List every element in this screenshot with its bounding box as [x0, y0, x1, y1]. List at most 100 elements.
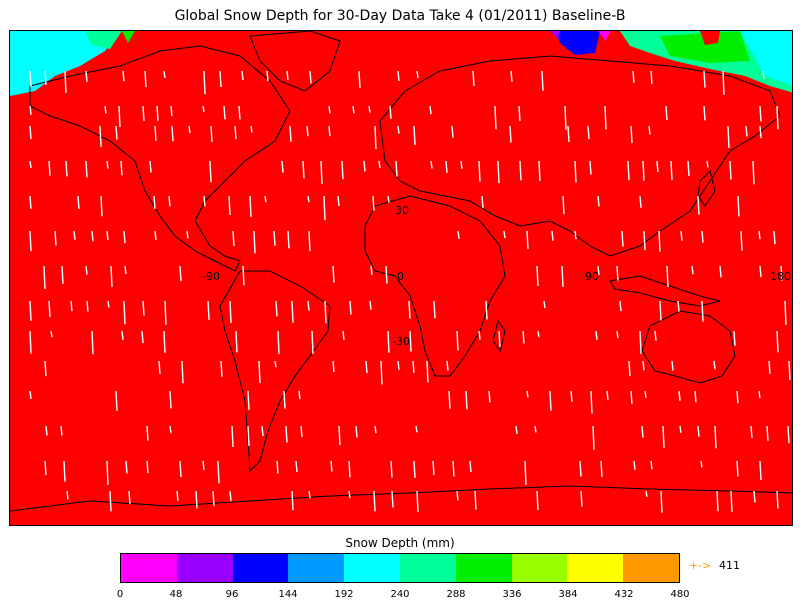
data-gap-streak: [564, 105, 567, 130]
data-gap-streak: [700, 460, 703, 468]
data-gap-streak: [380, 360, 383, 385]
data-gap-streak: [234, 125, 237, 140]
data-gap-streak: [740, 230, 743, 251]
data-gap-streak: [86, 300, 89, 312]
data-gap-streak: [163, 70, 166, 79]
data-gap-streak: [223, 105, 226, 120]
data-gap-streak: [348, 490, 351, 499]
data-gap-streak: [324, 300, 327, 324]
europe-asia-outline: [379, 55, 781, 257]
colorbar-segment: [344, 554, 400, 582]
north-america-outline: [29, 45, 291, 272]
data-gap-streak: [787, 425, 790, 444]
data-gap-streak: [338, 425, 341, 446]
data-gap-streak: [209, 160, 212, 183]
data-gap-streak: [730, 490, 733, 512]
data-gap-streak: [370, 265, 373, 275]
data-gap-streak: [452, 460, 455, 477]
colorbar-segment: [232, 554, 289, 582]
data-gap-streak: [44, 70, 47, 86]
data-gap-streak: [658, 230, 661, 252]
data-gap-streak: [70, 300, 73, 312]
data-gap-streak: [212, 490, 215, 507]
data-gap-streak: [286, 70, 289, 80]
data-gap-streak: [397, 360, 400, 370]
data-gap-streak: [678, 390, 681, 401]
data-gap-streak: [494, 105, 497, 130]
data-gap-streak: [241, 70, 244, 81]
data-gap-streak: [706, 160, 709, 168]
data-gap-streak: [107, 300, 110, 308]
data-gap-streaks: [29, 70, 791, 513]
overflow-arrow: +->: [689, 559, 712, 572]
data-gap-streak: [44, 360, 47, 377]
data-gap-streak: [285, 425, 288, 443]
overflow-value: 411: [719, 559, 740, 572]
data-gap-streak: [249, 195, 252, 218]
data-gap-streak: [736, 460, 739, 477]
data-gap-streak: [43, 265, 46, 290]
data-gap-streak: [358, 70, 361, 88]
data-gap-streak: [713, 360, 716, 370]
data-gap-streak: [697, 425, 700, 437]
madagascar-outline: [492, 319, 506, 353]
data-gap-streak: [154, 230, 157, 240]
colorbar-tick-label: 144: [278, 589, 298, 600]
data-gap-streak: [308, 230, 311, 252]
data-gap-streak: [788, 360, 791, 380]
lat-label-30: 30: [395, 204, 409, 217]
data-gap-streak: [413, 460, 416, 478]
data-gap-streak: [745, 125, 748, 137]
data-gap-streak: [232, 230, 235, 247]
data-gap-streak: [616, 330, 619, 339]
data-gap-streak: [703, 105, 706, 121]
data-gap-streak: [365, 360, 368, 374]
data-gap-streak: [694, 390, 697, 403]
data-gap-streak: [714, 425, 717, 449]
data-gap-streak: [645, 490, 648, 498]
colorbar-tick-label: 432: [614, 589, 634, 600]
data-gap-streak: [115, 390, 118, 411]
data-gap-streak: [146, 425, 149, 441]
data-gap-streak: [430, 160, 433, 169]
data-gap-streak: [780, 265, 783, 281]
data-gap-streak: [750, 425, 753, 439]
data-gap-streak: [247, 425, 250, 447]
data-gap-streak: [478, 160, 481, 182]
data-gap-streak: [306, 125, 309, 137]
data-gap-streak: [677, 300, 680, 312]
data-gap-streak: [283, 390, 286, 409]
data-gap-streak: [574, 230, 577, 240]
data-gap-streak: [29, 330, 32, 354]
data-gap-streak: [481, 195, 484, 208]
data-gap-streak: [154, 125, 157, 141]
data-gap-streak: [369, 300, 372, 310]
data-gap-streak: [186, 230, 189, 239]
colorbar-segment: [176, 554, 233, 582]
data-gap-streak: [128, 490, 131, 505]
data-gap-streak: [448, 390, 451, 409]
lon-label-minus-90: -90: [202, 270, 220, 283]
data-gap-streak: [275, 300, 278, 317]
data-gap-streak: [342, 330, 345, 341]
data-gap-streak: [736, 390, 739, 404]
data-gap-streak: [287, 230, 290, 249]
data-gap-streak: [670, 160, 673, 181]
data-gap-streak: [247, 390, 250, 410]
data-gap-streak: [48, 160, 51, 176]
data-gap-streak: [397, 70, 400, 82]
data-gap-streak: [156, 105, 159, 121]
data-gap-streak: [29, 125, 32, 140]
data-gap-streak: [29, 70, 32, 88]
data-gap-streak: [217, 460, 220, 484]
data-gap-streak: [660, 490, 663, 513]
data-gap-streak: [727, 125, 730, 149]
data-gap-streak: [328, 125, 331, 137]
data-gap-streak: [515, 425, 518, 435]
data-gap-streak: [274, 360, 277, 368]
colorbar: [120, 553, 680, 583]
data-gap-streak: [451, 125, 454, 138]
australia-outline: [641, 310, 736, 384]
japan-outline: [697, 170, 716, 207]
data-gap-streak: [302, 160, 305, 179]
